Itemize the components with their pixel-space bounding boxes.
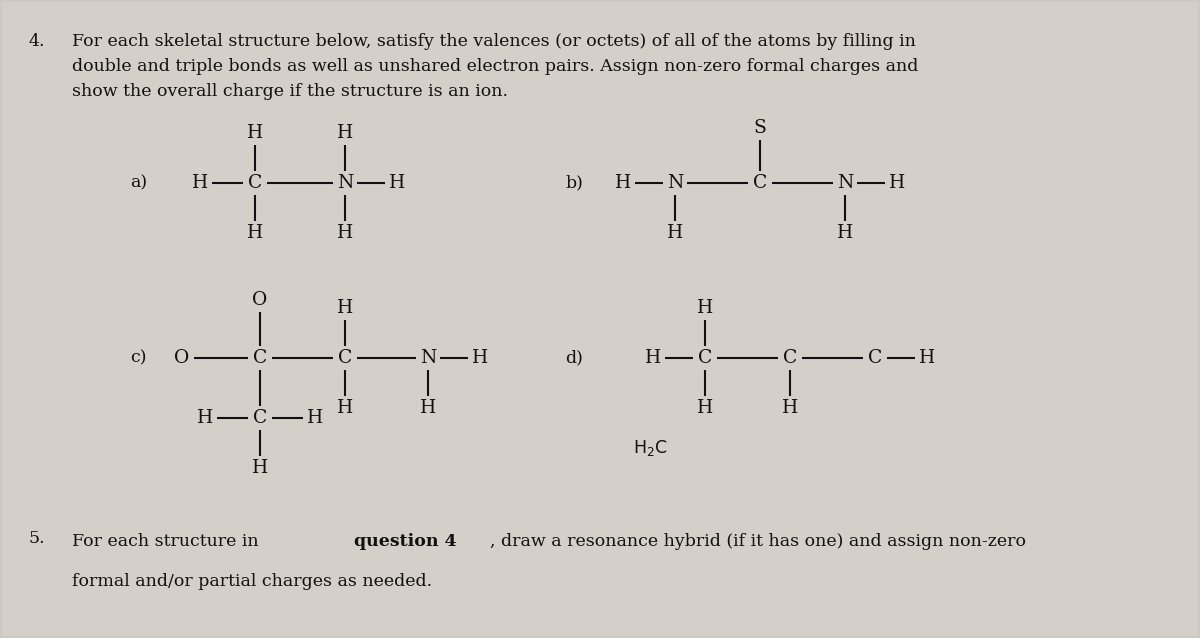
Text: H: H	[337, 399, 353, 417]
Text: For each structure in: For each structure in	[72, 533, 264, 550]
Text: N: N	[337, 174, 353, 192]
Text: H: H	[420, 399, 436, 417]
Text: N: N	[667, 174, 683, 192]
Text: C: C	[782, 349, 797, 367]
Text: For each skeletal structure below, satisfy the valences (or octets) of all of th: For each skeletal structure below, satis…	[72, 33, 918, 100]
Text: S: S	[754, 119, 767, 137]
Text: H: H	[889, 174, 905, 192]
Text: C: C	[698, 349, 712, 367]
Text: a): a)	[130, 175, 148, 191]
Text: H: H	[697, 399, 713, 417]
Text: b): b)	[565, 175, 583, 191]
Text: C: C	[253, 349, 268, 367]
Text: H: H	[667, 224, 683, 242]
Text: H: H	[644, 349, 661, 367]
Text: H: H	[919, 349, 935, 367]
Text: H: H	[337, 299, 353, 317]
Text: C: C	[253, 409, 268, 427]
Text: H: H	[337, 224, 353, 242]
Text: C: C	[752, 174, 767, 192]
Text: H: H	[192, 174, 208, 192]
Text: C: C	[338, 349, 352, 367]
Text: N: N	[836, 174, 853, 192]
Text: H: H	[307, 409, 323, 427]
Text: H: H	[697, 299, 713, 317]
Text: c): c)	[130, 350, 146, 366]
Text: , draw a resonance hybrid (if it has one) and assign non-zero: , draw a resonance hybrid (if it has one…	[490, 533, 1026, 550]
Text: H: H	[247, 224, 263, 242]
Text: H: H	[389, 174, 406, 192]
Text: C: C	[868, 349, 882, 367]
Text: 5.: 5.	[28, 530, 44, 547]
Text: H: H	[782, 399, 798, 417]
Text: H: H	[252, 459, 268, 477]
Text: H: H	[247, 124, 263, 142]
Text: question 4: question 4	[354, 533, 457, 550]
Text: N: N	[420, 349, 436, 367]
Text: d): d)	[565, 350, 583, 366]
Text: H: H	[337, 124, 353, 142]
Text: H: H	[197, 409, 214, 427]
Text: formal and/or partial charges as needed.: formal and/or partial charges as needed.	[72, 573, 432, 590]
Text: 4.: 4.	[28, 33, 44, 50]
Text: $\mathrm{H_2C}$: $\mathrm{H_2C}$	[632, 438, 667, 458]
Text: H: H	[472, 349, 488, 367]
Text: O: O	[252, 291, 268, 309]
Text: H: H	[836, 224, 853, 242]
Text: O: O	[174, 349, 190, 367]
Text: C: C	[248, 174, 262, 192]
Text: H: H	[614, 174, 631, 192]
